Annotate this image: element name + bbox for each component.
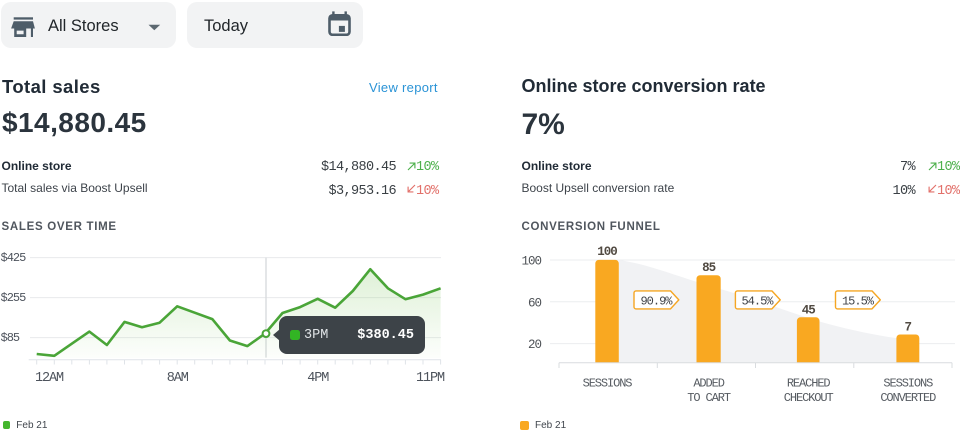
svg-text:CONVERTED: CONVERTED bbox=[880, 391, 936, 405]
svg-text:60: 60 bbox=[528, 296, 542, 310]
svg-text:100: 100 bbox=[597, 245, 617, 259]
svg-text:$85: $85 bbox=[1, 331, 20, 345]
svg-text:20: 20 bbox=[528, 338, 542, 352]
svg-text:85: 85 bbox=[702, 261, 716, 275]
svg-text:CHECKOUT: CHECKOUT bbox=[784, 391, 834, 405]
svg-text:TO CART: TO CART bbox=[687, 391, 731, 405]
svg-text:REACHED: REACHED bbox=[787, 377, 831, 391]
svg-text:$255: $255 bbox=[1, 291, 27, 305]
svg-text:11PM: 11PM bbox=[416, 371, 445, 386]
svg-text:4PM: 4PM bbox=[307, 371, 329, 386]
svg-text:90.9%: 90.9% bbox=[640, 295, 673, 309]
svg-text:15.5%: 15.5% bbox=[842, 295, 875, 309]
svg-text:54.5%: 54.5% bbox=[741, 295, 774, 309]
svg-text:8AM: 8AM bbox=[167, 371, 189, 386]
svg-text:SESSIONS: SESSIONS bbox=[883, 377, 933, 391]
svg-text:$425: $425 bbox=[1, 251, 27, 265]
svg-text:100: 100 bbox=[521, 255, 541, 269]
svg-text:7: 7 bbox=[905, 321, 912, 335]
svg-text:SESSIONS: SESSIONS bbox=[583, 377, 633, 391]
svg-text:12AM: 12AM bbox=[35, 371, 64, 386]
svg-text:45: 45 bbox=[802, 304, 816, 318]
svg-text:ADDED: ADDED bbox=[693, 377, 724, 391]
